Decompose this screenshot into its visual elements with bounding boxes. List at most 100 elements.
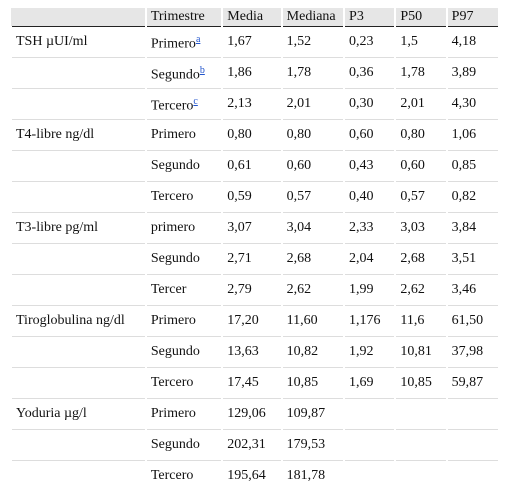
trimester-cell: Tercero [144,367,223,399]
table-row: Segundo 0,61 0,60 0,43 0,60 0,85 [10,150,498,182]
footnote-link[interactable]: a [195,33,201,45]
value-cell: 10,85 [394,367,447,399]
trimester: Primero [150,313,196,328]
value-cell: 11,6 [394,305,447,337]
trimester-cell: Primero [144,119,223,151]
column-header: P3 [343,8,396,27]
row-label [10,88,146,120]
value-cell: 3,84 [445,212,498,244]
value-cell: 0,57 [280,181,345,213]
trimester: Segundo [150,437,200,452]
table-row: Tercero 0,59 0,57 0,40 0,57 0,82 [10,181,498,213]
value-cell: 1,52 [280,26,345,58]
value-cell: 3,51 [445,243,498,275]
trimester-cell: Segundo [144,150,223,182]
column-header: Mediana [280,8,345,27]
value-cell: 61,50 [445,305,498,337]
value-cell: 0,85 [445,150,498,182]
table-row: Yoduria µg/l Primero 129,06 109,87 [10,398,498,430]
value-cell: 129,06 [221,398,282,430]
table-row: T3-libre pg/ml primero 3,07 3,04 2,33 3,03 3,8… [10,212,498,244]
trimester-cell: Segundob [144,57,223,89]
header-cell [11,8,146,27]
value-cell: 59,87 [445,367,498,399]
value-cell: 2,68 [394,243,447,275]
value-cell: 10,82 [280,336,345,368]
value-cell [445,460,498,491]
value-cell: 3,03 [394,212,447,244]
trimester-cell: Segundo [144,336,223,368]
value-cell: 1,06 [445,119,498,151]
row-label: TSH µUI/ml [10,26,146,58]
value-cell: 13,63 [221,336,282,368]
value-cell: 4,30 [445,88,498,120]
footnote-mark: a [196,32,200,45]
value-cell: 1,69 [343,367,396,399]
row-label [10,460,146,491]
footnote-link[interactable]: b [199,64,205,76]
trimester-cell: Primero [144,398,223,430]
table-row: Segundo 202,31 179,53 [10,429,498,461]
value-cell: 1,78 [280,57,345,89]
value-cell: 2,71 [221,243,282,275]
value-cell: 0,59 [221,181,282,213]
row-label [10,429,146,461]
footnote-mark: c [193,94,197,107]
trimester-cell: Tercero [144,181,223,213]
row-label [10,274,146,306]
value-cell: 1,176 [343,305,396,337]
trimester-cell: Segundo [144,243,223,275]
value-cell: 0,80 [221,119,282,151]
table-body: TSH µUI/ml Primeroa 1,67 1,52 0,23 1,5 4,18 Seg… [10,26,498,491]
trimester-cell: Tercer [144,274,223,306]
table-row: Tercer 2,79 2,62 1,99 2,62 3,46 [10,274,498,306]
value-cell [394,398,447,430]
value-cell: 2,01 [280,88,345,120]
row-label [10,336,146,368]
row-label [10,367,146,399]
row-label [10,181,146,213]
trimester: Segundo [150,251,200,266]
trimester: Primero [150,36,196,52]
value-cell: 1,99 [343,274,396,306]
value-cell: 2,79 [221,274,282,306]
trimester-cell: primero [144,212,223,244]
value-cell: 10,81 [394,336,447,368]
table-row: Tiroglobulina ng/dl Primero 17,20 11,60 1,17… [10,305,498,337]
value-cell: 1,86 [221,57,282,89]
trimester-cell: Segundo [144,429,223,461]
value-cell: 1,5 [394,26,447,58]
column-header: Media [221,8,282,27]
value-cell: 0,61 [221,150,282,182]
row-label: Tiroglobulina ng/dl [10,305,146,337]
value-cell: 0,82 [445,181,498,213]
trimester: primero [150,220,196,235]
value-cell: 202,31 [221,429,282,461]
row-label: T4-libre ng/dl [10,119,146,151]
value-cell: 0,36 [343,57,396,89]
trimester: Segundo [150,158,200,173]
value-cell: 0,80 [280,119,345,151]
table-row: T4-libre ng/dl Primero 0,80 0,80 0,60 0,80 1,0… [10,119,498,151]
value-cell: 2,13 [221,88,282,120]
value-cell [343,398,396,430]
value-cell [394,429,447,461]
footnote-link[interactable]: c [193,95,198,107]
value-cell [394,460,447,491]
value-cell: 2,33 [343,212,396,244]
value-cell [445,429,498,461]
value-cell: 195,64 [221,460,282,491]
trimester: Primero [150,127,196,142]
value-cell [445,398,498,430]
value-cell [343,460,396,491]
value-cell: 0,80 [394,119,447,151]
trimester: Tercero [150,375,194,390]
row-label [10,57,146,89]
trimester: Tercer [150,282,187,297]
data-table: Trimestre Media Mediana P3 P50 P97 TSH µUI/ml… [10,8,498,491]
trimester: Segundo [150,344,200,359]
trimester-cell: Terceroc [144,88,223,120]
value-cell: 2,62 [394,274,447,306]
table-row: Segundo 2,71 2,68 2,04 2,68 3,51 [10,243,498,275]
